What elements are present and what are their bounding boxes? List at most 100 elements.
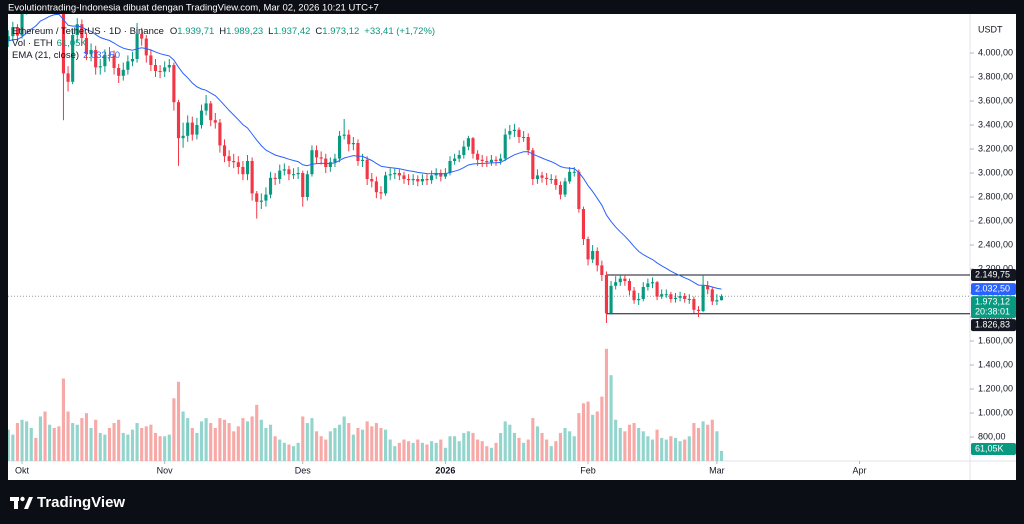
y-tick-label: 1.200,00 — [978, 383, 1013, 393]
volume-bar — [112, 423, 116, 461]
volume-bar — [683, 439, 687, 461]
candle-body — [407, 179, 411, 181]
ohlc-key: C — [315, 26, 322, 37]
volume-bar — [558, 432, 563, 461]
candle-body — [545, 177, 549, 179]
volume-bar — [531, 418, 535, 461]
candle-body — [176, 102, 181, 139]
currency: USDT — [978, 24, 1003, 34]
volume-bar — [204, 418, 208, 461]
volume-bar — [241, 418, 245, 461]
volume-bar — [342, 416, 346, 461]
volume-bar — [301, 416, 305, 461]
candle-body — [186, 122, 190, 136]
candle-body — [572, 171, 576, 173]
candle-body — [687, 299, 691, 300]
legend-line: Vol · ETH 61,05K — [12, 38, 87, 49]
candle-body — [526, 137, 530, 151]
candle-body — [508, 131, 512, 135]
candle-body — [549, 179, 553, 180]
volume-bar — [144, 426, 148, 461]
candle-body — [130, 59, 135, 62]
candle-body — [522, 137, 526, 138]
candle-body — [632, 290, 636, 301]
volume-bar — [232, 431, 236, 461]
candle-body — [264, 194, 268, 201]
volume-bar — [393, 446, 397, 461]
volume-bar — [715, 431, 719, 461]
volume-bar — [314, 431, 319, 461]
volume-bar — [130, 429, 135, 461]
candle-body — [287, 169, 291, 175]
candle-body — [453, 158, 457, 161]
volume-bar — [637, 428, 641, 461]
candle-body — [291, 174, 296, 176]
price-label-box — [971, 269, 1016, 282]
volume-bar — [324, 439, 328, 461]
volume-bar — [296, 442, 300, 461]
candle-body — [245, 161, 250, 175]
candle-body — [540, 175, 544, 178]
volume-bar — [176, 381, 181, 461]
candle-body — [84, 38, 89, 55]
x-tick-label: Des — [295, 465, 312, 475]
candle-body — [701, 285, 705, 311]
y-tick-label: 3.000,00 — [978, 167, 1013, 177]
volume-bar — [11, 434, 15, 461]
volume-bar — [8, 429, 10, 461]
candle-body — [347, 134, 351, 145]
candle-body — [457, 155, 461, 159]
volume-bar — [443, 447, 447, 461]
candle-body — [213, 120, 217, 123]
panel — [8, 14, 1016, 480]
ohlc-key: O — [170, 26, 177, 37]
volume-bar — [121, 432, 125, 461]
volume-bar — [287, 444, 291, 461]
candle-body — [402, 175, 406, 179]
volume-bar — [457, 441, 461, 461]
candle-body — [485, 161, 489, 163]
candle-body — [581, 209, 586, 239]
volume-bar — [255, 404, 259, 461]
volume-bar — [388, 439, 392, 461]
volume-bar — [448, 436, 452, 461]
candle-body — [577, 171, 581, 209]
candle-body — [273, 177, 277, 179]
candle-body — [227, 156, 231, 161]
volume-bar — [268, 424, 273, 461]
candle-body — [98, 66, 102, 68]
volume-bar — [213, 428, 217, 461]
volume-bar — [181, 411, 185, 461]
candle-body — [222, 145, 227, 157]
volume-bar — [526, 439, 530, 461]
candle-body — [719, 296, 724, 301]
y-tick-label: 3.400,00 — [978, 119, 1013, 129]
candle-body — [361, 159, 365, 161]
candle-body — [236, 162, 240, 167]
candle-body — [195, 125, 199, 135]
candle-body — [356, 143, 360, 161]
candle-body — [204, 103, 208, 111]
candle-body — [512, 129, 516, 131]
volume-bar — [218, 418, 222, 461]
volume-bar — [370, 426, 374, 461]
candle-body — [614, 282, 618, 286]
volume-bar — [719, 450, 724, 461]
volume-bar — [407, 441, 411, 461]
candle-body — [301, 173, 305, 197]
volume-bar — [696, 428, 701, 461]
candle-body — [259, 200, 263, 202]
volume-bar — [167, 434, 171, 461]
candle-body — [153, 65, 158, 71]
volume-bar — [462, 432, 466, 461]
candle-body — [167, 65, 171, 68]
volume-bar — [250, 416, 254, 461]
candle-body — [471, 138, 475, 154]
candle-body — [466, 138, 470, 147]
candle-body — [650, 282, 655, 284]
candle-body — [333, 158, 337, 163]
candle-body — [609, 285, 613, 314]
volume-bar — [71, 423, 75, 461]
volume-bar — [278, 439, 282, 461]
volume-bar — [333, 428, 337, 461]
